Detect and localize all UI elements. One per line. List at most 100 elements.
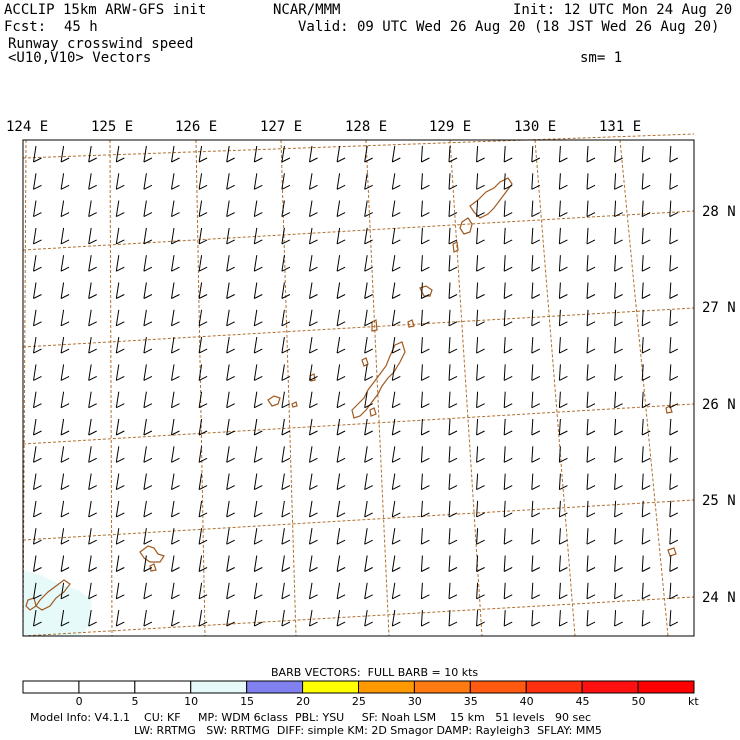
- wind-barb: [60, 446, 70, 463]
- wind-barb: [641, 418, 651, 436]
- wind-barb: [448, 227, 458, 245]
- wind-barb: [364, 282, 373, 299]
- wind-barb: [391, 145, 401, 163]
- wind-barb: [641, 473, 651, 491]
- wind-barb: [614, 364, 623, 381]
- colorbar-tick-label: 5: [131, 695, 139, 708]
- wind-barb: [171, 200, 180, 218]
- wind-barb: [669, 309, 679, 327]
- wind-barb: [33, 173, 42, 190]
- longitude-line: [22, 139, 27, 637]
- colorbar-tick-label: 35: [463, 695, 478, 708]
- wind-barb: [281, 582, 291, 600]
- wind-barb: [558, 473, 568, 491]
- wind-barb: [669, 473, 679, 491]
- wind-barb: [420, 309, 430, 327]
- wind-barb: [391, 418, 401, 436]
- wind-barb: [558, 528, 568, 545]
- wind-barb: [60, 473, 70, 491]
- wind-barb: [448, 528, 458, 545]
- wind-barb: [171, 610, 180, 627]
- wind-barb: [669, 391, 679, 409]
- wind-barb: [281, 446, 291, 463]
- wind-barb: [448, 309, 458, 327]
- wind-barb: [226, 446, 235, 463]
- wind-barb: [420, 418, 430, 436]
- wind-barb: [586, 227, 596, 245]
- colorbar-segment: [246, 680, 304, 694]
- wind-barb: [198, 528, 208, 545]
- wind-barb: [364, 446, 373, 463]
- wind-barb: [309, 364, 318, 381]
- wind-barb: [558, 582, 568, 600]
- wind-barb: [88, 555, 97, 572]
- wind-barb: [281, 500, 291, 518]
- wind-barb: [503, 145, 513, 163]
- wind-barb: [669, 282, 679, 299]
- wind-barb: [614, 473, 623, 491]
- wind-barb: [253, 582, 263, 600]
- wind-barb: [171, 473, 180, 491]
- wind-barb: [364, 391, 373, 409]
- wind-barb: [171, 418, 180, 436]
- wind-barb: [309, 173, 318, 190]
- wind-barb: [143, 255, 153, 272]
- wind-barb: [226, 473, 235, 491]
- wind-barb: [420, 227, 430, 245]
- wind-barb: [33, 473, 42, 491]
- wind-barb: [420, 500, 430, 518]
- wind-barb: [391, 282, 401, 299]
- wind-barb: [336, 610, 346, 627]
- wind-barb: [309, 418, 318, 436]
- wind-barb: [33, 528, 42, 545]
- wind-barb: [226, 145, 235, 163]
- wind-barb: [198, 200, 208, 218]
- wind-barb: [198, 364, 208, 381]
- forecast-label: Fcst:: [4, 19, 47, 35]
- coastline-segment: [361, 357, 369, 367]
- wind-barb: [60, 364, 70, 381]
- wind-barb: [309, 255, 318, 272]
- wind-barb: [641, 200, 651, 218]
- wind-barb: [115, 337, 125, 354]
- wind-barb: [253, 446, 263, 463]
- wind-barb: [558, 555, 568, 572]
- longitude-line: [365, 139, 390, 637]
- wind-barb: [336, 337, 346, 354]
- wind-barb: [336, 391, 346, 409]
- wind-barb: [281, 282, 291, 299]
- wind-barb: [309, 391, 318, 409]
- wind-barb: [586, 337, 596, 354]
- wind-barb: [226, 227, 235, 245]
- longitude-line: [449, 139, 483, 637]
- wind-barb: [558, 227, 568, 245]
- lon-label: 131 E: [599, 119, 642, 135]
- wind-barb: [476, 391, 485, 409]
- wind-barb: [558, 173, 568, 190]
- wind-barb: [281, 200, 291, 218]
- wind-barb: [364, 473, 373, 491]
- colorbar-tick-label: 20: [295, 695, 310, 708]
- wind-barb: [531, 555, 541, 572]
- wind-barb: [391, 555, 401, 572]
- wind-barb: [614, 500, 623, 518]
- wind-barb: [281, 309, 291, 327]
- wind-barb: [586, 473, 596, 491]
- wind-barb: [448, 473, 458, 491]
- wind-barb: [88, 282, 97, 299]
- lat-label: 25 N: [702, 493, 736, 509]
- wind-barb: [558, 500, 568, 518]
- colorbar-segment: [22, 680, 80, 694]
- wind-barb: [614, 610, 623, 627]
- wind-barb: [669, 337, 679, 354]
- wind-barb: [171, 282, 180, 299]
- physics-info: LW: RRTMG SW: RRTMG DIFF: simple KM: 2D …: [134, 724, 602, 737]
- colorbar-unit: kt: [688, 695, 699, 708]
- wind-barb: [88, 582, 97, 600]
- wind-barb: [586, 528, 596, 545]
- wind-barb: [281, 173, 291, 190]
- wind-barb: [281, 418, 291, 436]
- lon-label: 129 E: [429, 119, 472, 135]
- wind-barb: [171, 555, 180, 572]
- wind-barb: [669, 227, 679, 245]
